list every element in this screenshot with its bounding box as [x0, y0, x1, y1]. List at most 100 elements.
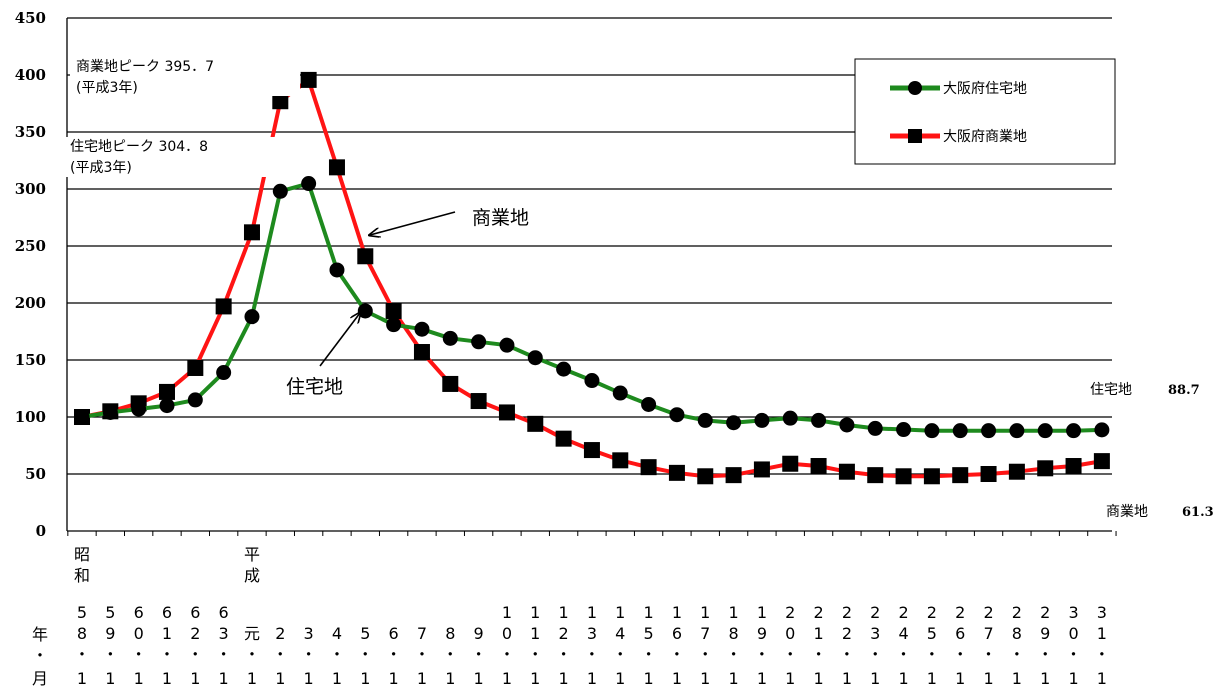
data-point-square — [725, 467, 742, 484]
x-tick-month: 1 — [983, 669, 993, 688]
data-point-square — [527, 415, 544, 432]
series-line — [81, 181, 1102, 433]
x-tick-month: 1 — [700, 669, 710, 688]
data-point-circle — [187, 392, 203, 408]
legend-box — [854, 58, 1116, 165]
data-point-circle — [414, 321, 430, 337]
x-tick-label: 9 — [105, 624, 115, 643]
data-point-circle — [216, 365, 232, 381]
x-tick-label: 2 — [1012, 603, 1022, 622]
x-tick-dot: ・ — [414, 645, 430, 664]
x-tick-label: 0 — [134, 624, 144, 643]
x-tick-dot: ・ — [1037, 645, 1053, 664]
x-tick-dot: ・ — [669, 645, 685, 664]
x-tick-label: 6 — [134, 603, 144, 622]
data-point-circle — [74, 409, 90, 425]
x-tick-label: 5 — [360, 624, 370, 643]
x-tick-dot: ・ — [357, 645, 373, 664]
x-tick-dot: ・ — [839, 645, 855, 664]
data-point-circle — [131, 401, 147, 417]
x-tick-label: 6 — [162, 603, 172, 622]
x-tick-dot: ・ — [981, 645, 997, 664]
data-point-circle — [839, 417, 855, 433]
x-tick-month: 1 — [105, 669, 115, 688]
x-tick-dot: ・ — [527, 645, 543, 664]
x-tick-label: 8 — [1012, 624, 1022, 643]
residential-peak-label-1: 住宅地ピーク 304．8 — [70, 139, 208, 155]
x-tick-label: 2 — [559, 624, 569, 643]
x-row-label: ・ — [32, 646, 48, 665]
x-tick-dot: ・ — [952, 645, 968, 664]
x-tick-dot: ・ — [556, 645, 572, 664]
x-tick-month: 1 — [728, 669, 738, 688]
x-tick-label: 1 — [530, 603, 540, 622]
era-label-char: 和 — [74, 566, 90, 585]
data-point-circle — [612, 385, 628, 401]
data-point-square — [215, 298, 232, 315]
x-tick-label: 6 — [955, 624, 965, 643]
data-point-circle — [527, 350, 543, 366]
data-point-circle — [1009, 423, 1025, 439]
data-point-square — [385, 302, 402, 319]
x-tick-dot: ・ — [811, 645, 827, 664]
data-point-circle — [159, 398, 175, 414]
x-tick-month: 1 — [445, 669, 455, 688]
data-point-square — [782, 455, 799, 472]
commercial-arrow — [370, 211, 456, 235]
x-tick-label: 0 — [785, 624, 795, 643]
data-point-square — [187, 359, 204, 376]
x-tick-month: 1 — [898, 669, 908, 688]
x-tick-dot: ・ — [896, 645, 912, 664]
x-tick-month: 1 — [502, 669, 512, 688]
y-tick-label-250: 250 — [15, 237, 46, 255]
x-tick-dot: ・ — [584, 645, 600, 664]
era-label-char: 昭 — [74, 545, 90, 564]
x-tick-dot: ・ — [74, 645, 90, 664]
x-tick-label: 3 — [1068, 603, 1078, 622]
x-tick-dot: ・ — [697, 645, 713, 664]
x-tick-month: 1 — [1012, 669, 1022, 688]
legend-label-residential: 大阪府住宅地 — [943, 81, 1027, 97]
x-tick-label: 6 — [389, 624, 399, 643]
commercial-end-label: 商業地 — [1106, 504, 1148, 520]
data-point-square — [640, 459, 657, 476]
x-tick-label: 1 — [502, 603, 512, 622]
series-residential — [74, 176, 1110, 439]
x-tick-dot: ・ — [867, 645, 883, 664]
x-tick-label: 7 — [417, 624, 427, 643]
data-point-square — [158, 383, 175, 400]
x-tick-month: 1 — [785, 669, 795, 688]
x-tick-month: 1 — [275, 669, 285, 688]
x-tick-month: 1 — [247, 669, 257, 688]
x-tick-dot: ・ — [471, 645, 487, 664]
x-tick-label: 1 — [615, 603, 625, 622]
x-row-label: 年 — [32, 625, 48, 644]
x-tick-label: 2 — [955, 603, 965, 622]
x-tick-label: 1 — [672, 603, 682, 622]
data-point-circle — [301, 176, 317, 192]
x-tick-month: 1 — [1068, 669, 1078, 688]
x-tick-label: 5 — [927, 624, 937, 643]
y-tick-label-100: 100 — [15, 408, 46, 426]
data-point-square — [357, 248, 374, 265]
legend-marker-circle — [908, 81, 922, 95]
x-tick-month: 1 — [870, 669, 880, 688]
data-point-square — [810, 458, 827, 475]
x-tick-label: 1 — [1097, 624, 1107, 643]
x-tick-dot: ・ — [641, 645, 657, 664]
x-tick-month: 1 — [389, 669, 399, 688]
x-tick-dot: ・ — [102, 645, 118, 664]
era-label-char: 平 — [244, 545, 260, 564]
x-tick-month: 1 — [927, 669, 937, 688]
x-tick-month: 1 — [219, 669, 229, 688]
x-tick-label: 2 — [842, 603, 852, 622]
legend-label-commercial: 大阪府商業地 — [943, 129, 1027, 145]
x-tick-month: 1 — [162, 669, 172, 688]
data-point-circle — [584, 373, 600, 389]
data-point-square — [980, 466, 997, 482]
x-tick-dot: ・ — [782, 645, 798, 664]
data-point-square — [612, 452, 629, 469]
data-point-circle — [499, 337, 515, 353]
